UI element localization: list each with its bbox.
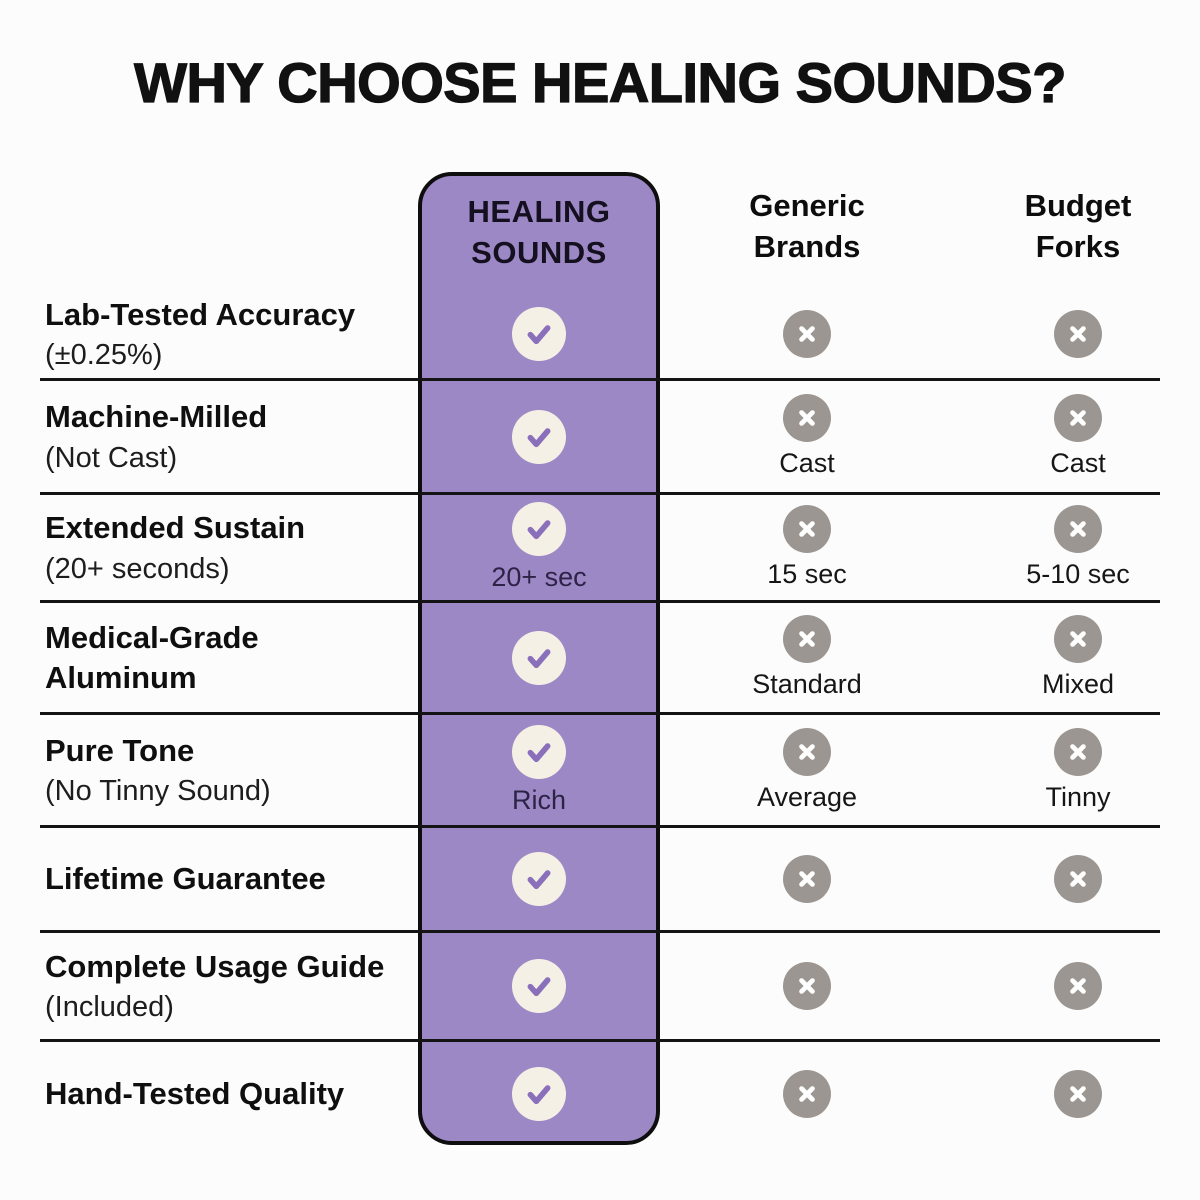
value-note: 5-10 sec [1026, 559, 1130, 590]
cross-icon [1054, 962, 1102, 1010]
budget-value-cell [970, 290, 1186, 378]
cross-icon [783, 727, 831, 776]
table-row-pure-tone: Pure Tone (No Tinny Sound) Rich Average [40, 715, 1160, 828]
feature-subtext: (20+ seconds) [45, 552, 230, 585]
check-icon [512, 409, 566, 464]
feature-label-cell: Hand-Tested Quality [45, 1042, 417, 1145]
table-row-lifetime-guarantee: Lifetime Guarantee [40, 828, 1160, 933]
value-note: Tinny [1045, 781, 1111, 812]
budget-value-cell: 5-10 sec [970, 495, 1186, 600]
feature-subtext: (±0.25%) [45, 339, 163, 372]
brand-value-cell [418, 381, 660, 492]
feature-name: Extended Sustain [45, 510, 306, 546]
cross-icon [1054, 855, 1102, 903]
cross-icon [783, 962, 831, 1010]
check-icon [512, 959, 566, 1013]
check-icon [512, 502, 566, 557]
feature-name: Hand-Tested Quality [45, 1075, 345, 1111]
brand-value-cell [418, 603, 660, 712]
feature-label-cell: Extended Sustain (20+ seconds) [45, 495, 417, 600]
feature-name: Complete Usage Guide [45, 948, 385, 984]
feature-name: Lifetime Guarantee [45, 861, 326, 897]
page-title: WHY CHOOSE HEALING SOUNDS? [133, 50, 1067, 114]
cross-icon [783, 855, 831, 903]
cross-icon [1054, 310, 1102, 358]
generic-value-cell [700, 828, 914, 930]
brand-value-cell [418, 1042, 660, 1145]
cross-icon [783, 310, 831, 358]
feature-name: Lab-Tested Accuracy [45, 296, 356, 332]
budget-value-cell [970, 933, 1186, 1039]
table-row-lab-tested-accuracy: Lab-Tested Accuracy (±0.25%) [40, 290, 1160, 381]
value-note: Cast [1050, 448, 1106, 479]
column-header-budget-forks: Budget Forks [1024, 188, 1132, 264]
budget-value-cell [970, 1042, 1186, 1145]
comparison-table: Lab-Tested Accuracy (±0.25%) [40, 290, 1160, 1145]
feature-label-cell: Complete Usage Guide (Included) [45, 933, 417, 1039]
value-note: Cast [779, 448, 835, 479]
generic-value-cell [700, 1042, 914, 1145]
check-icon [512, 630, 566, 685]
generic-value-cell [700, 933, 914, 1039]
feature-label-cell: Pure Tone (No Tinny Sound) [45, 715, 417, 825]
cross-icon [1054, 727, 1102, 776]
brand-value-cell: 20+ sec [418, 495, 660, 600]
generic-value-cell: 15 sec [700, 495, 914, 600]
cross-icon [1054, 505, 1102, 554]
generic-value-cell: Cast [700, 381, 914, 492]
cross-icon [1054, 394, 1102, 443]
feature-subtext: (No Tinny Sound) [45, 775, 271, 808]
table-row-hand-tested-quality: Hand-Tested Quality [40, 1042, 1160, 1145]
value-note: 20+ sec [491, 562, 587, 593]
generic-value-cell: Standard [700, 603, 914, 712]
check-icon [512, 307, 566, 361]
feature-name: Machine-Milled [45, 399, 268, 435]
budget-value-cell: Tinny [970, 715, 1186, 825]
brand-value-cell [418, 828, 660, 930]
cross-icon [783, 1069, 831, 1118]
table-row-machine-milled: Machine-Milled (Not Cast) Cast Cast [40, 381, 1160, 495]
value-note: Standard [752, 669, 862, 700]
column-header-healing-sounds: HEALING SOUNDS [467, 194, 611, 270]
value-note: 15 sec [767, 559, 847, 590]
brand-value-cell [418, 933, 660, 1039]
feature-name: Pure Tone [45, 732, 195, 768]
generic-value-cell [700, 290, 914, 378]
feature-label-cell: Lab-Tested Accuracy (±0.25%) [45, 290, 417, 378]
budget-value-cell [970, 828, 1186, 930]
cross-icon [783, 615, 831, 664]
value-note: Rich [511, 784, 566, 815]
table-row-medical-grade-aluminum: Medical-Grade Aluminum Standard Mixed [40, 603, 1160, 715]
cross-icon [783, 394, 831, 443]
feature-subtext: (Included) [45, 991, 174, 1024]
check-icon [512, 852, 566, 906]
cross-icon [1054, 1069, 1102, 1118]
column-header-generic-brands: Generic Brands [749, 188, 865, 264]
budget-value-cell: Mixed [970, 603, 1186, 712]
table-row-extended-sustain: Extended Sustain (20+ seconds) 20+ sec 1… [40, 495, 1160, 603]
brand-value-cell: Rich [418, 715, 660, 825]
cross-icon [783, 505, 831, 554]
check-icon [512, 1066, 566, 1121]
cross-icon [1054, 615, 1102, 664]
brand-value-cell [418, 290, 660, 378]
feature-label-cell: Lifetime Guarantee [45, 828, 417, 930]
value-note: Average [756, 781, 858, 812]
value-note: Mixed [1041, 669, 1115, 700]
feature-name: Medical-Grade Aluminum [45, 619, 259, 695]
feature-label-cell: Machine-Milled (Not Cast) [45, 381, 417, 492]
feature-label-cell: Medical-Grade Aluminum [45, 603, 417, 712]
budget-value-cell: Cast [970, 381, 1186, 492]
check-icon [512, 724, 566, 779]
feature-subtext: (Not Cast) [45, 441, 178, 474]
table-row-complete-usage-guide: Complete Usage Guide (Included) [40, 933, 1160, 1042]
generic-value-cell: Average [700, 715, 914, 825]
